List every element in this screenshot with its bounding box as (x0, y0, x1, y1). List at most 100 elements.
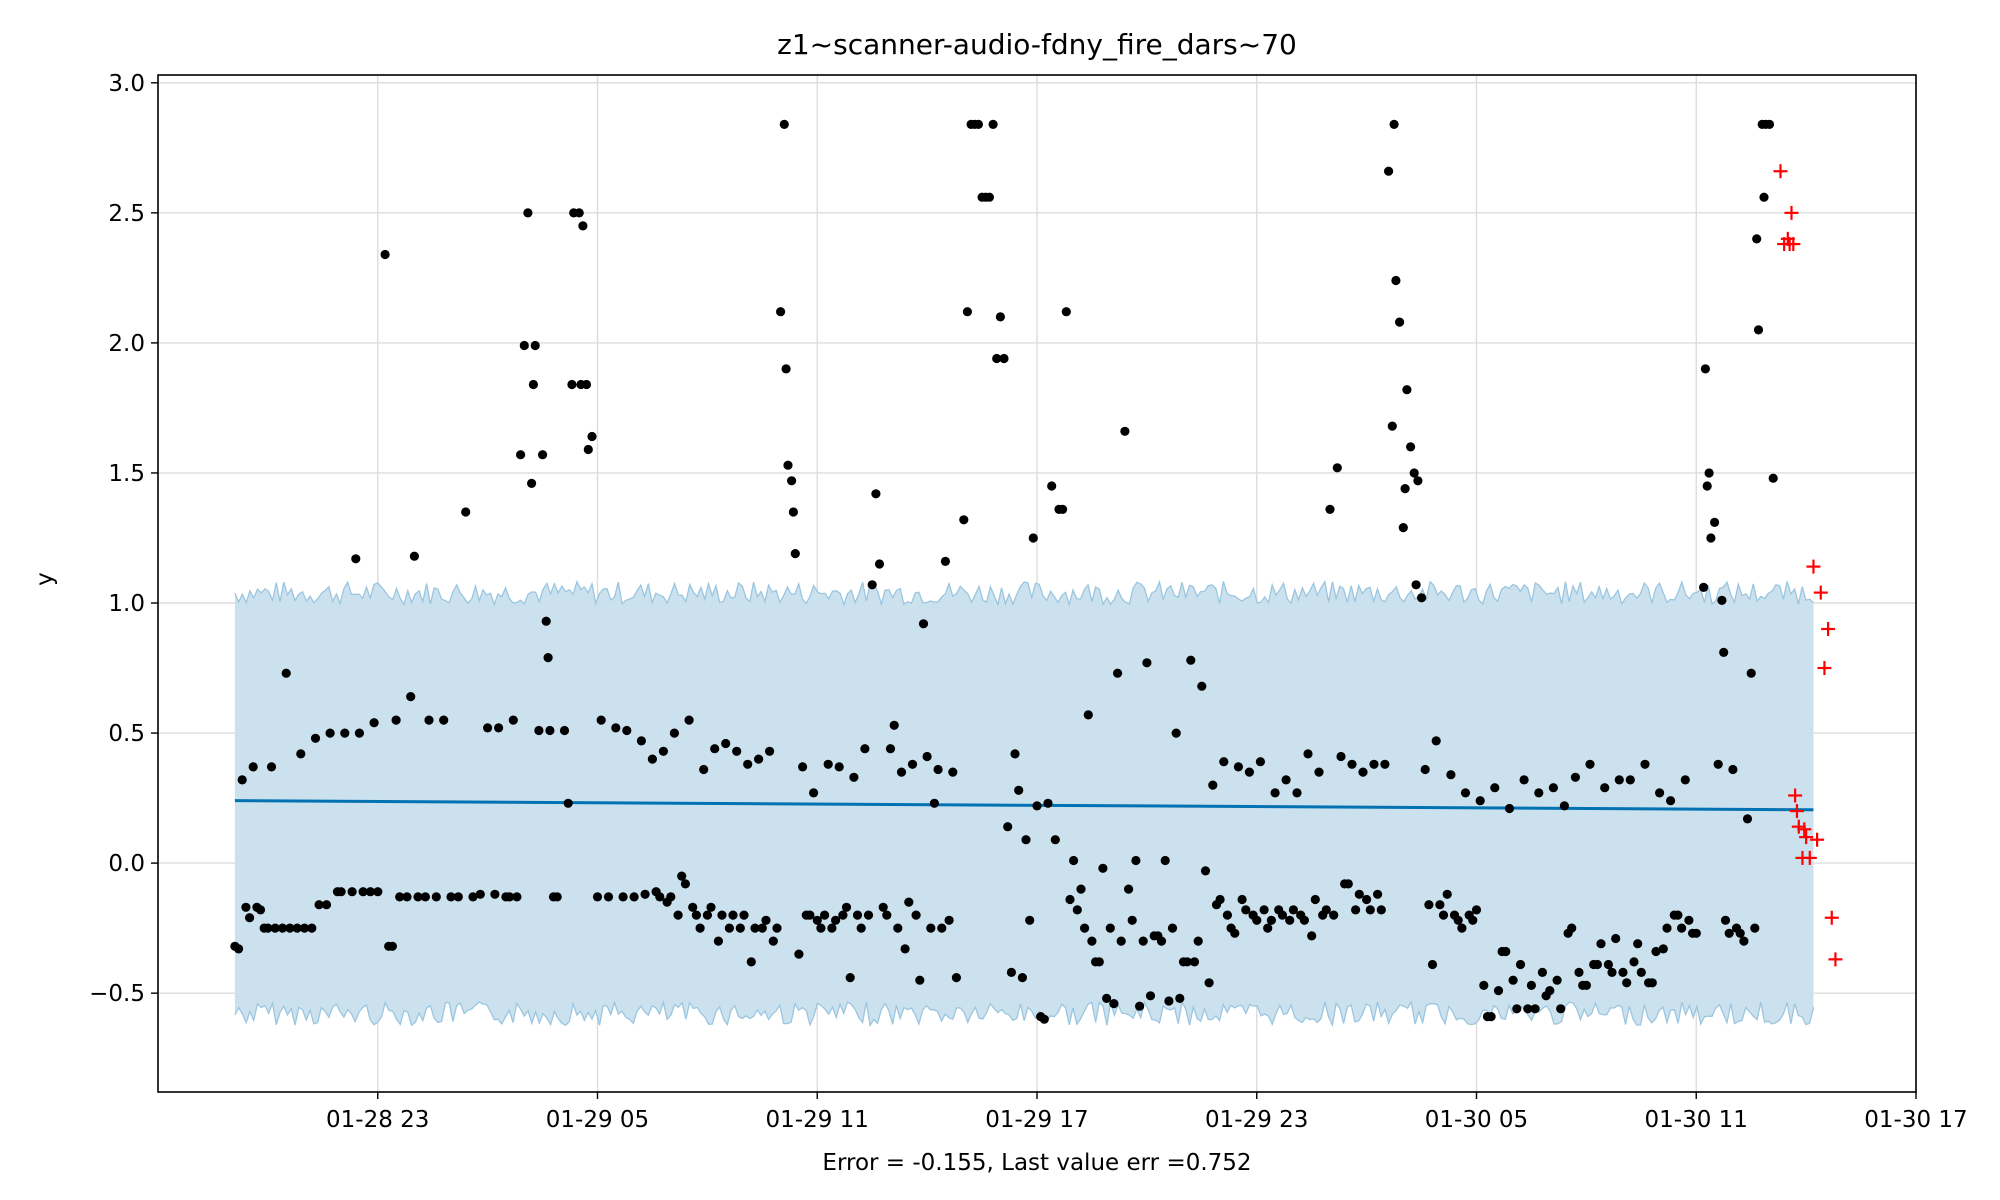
observed-point (1076, 884, 1086, 894)
observed-point (781, 364, 791, 374)
observed-point (911, 910, 921, 920)
chart-title: z1~scanner-audio-fdny_fire_dars~70 (777, 28, 1297, 61)
observed-point (1700, 364, 1710, 374)
x-tick-label: 01-30 11 (1645, 1107, 1748, 1133)
observed-point (724, 923, 735, 933)
observed-point (1362, 894, 1372, 905)
observed-point (461, 507, 471, 517)
observed-point (732, 746, 742, 756)
observed-point (622, 725, 632, 736)
observed-point (838, 910, 848, 920)
observed-point (581, 379, 592, 390)
observed-point (559, 725, 570, 736)
actual-future-marker (1788, 788, 1803, 803)
observed-point (1431, 736, 1441, 746)
observed-point (995, 312, 1006, 322)
observed-point (1759, 192, 1769, 202)
observed-point (1351, 905, 1361, 915)
observed-point (922, 751, 932, 762)
observed-point (1259, 905, 1269, 915)
observed-point (1025, 915, 1035, 925)
observed-point (541, 616, 551, 626)
observed-point (1596, 939, 1606, 949)
observed-point (845, 973, 855, 983)
observed-point (1142, 658, 1152, 668)
observed-point (878, 902, 888, 912)
observed-point (992, 353, 1002, 364)
observed-point (1039, 1014, 1049, 1024)
observed-point (1548, 783, 1558, 793)
observed-point (1636, 967, 1646, 978)
observed-point (834, 762, 844, 772)
observed-point (1567, 923, 1577, 933)
observed-point (1325, 504, 1335, 514)
observed-point (1453, 915, 1463, 925)
observed-point (1373, 889, 1383, 899)
actual-future-marker (1828, 952, 1843, 967)
actual-future-marker (1786, 237, 1801, 252)
observed-point (706, 902, 716, 912)
observed-point (776, 307, 786, 317)
observed-point (1145, 991, 1156, 1001)
observed-point (534, 725, 544, 736)
observed-point (1442, 889, 1452, 899)
observed-point (849, 772, 859, 782)
observed-point (794, 949, 804, 959)
observed-point (1380, 759, 1390, 769)
observed-point (999, 353, 1009, 364)
observed-point (666, 892, 676, 902)
observed-point (1072, 905, 1082, 915)
observed-point (1618, 967, 1628, 978)
observed-point (695, 923, 705, 933)
observed-point (841, 902, 852, 912)
observed-point (431, 892, 441, 902)
observed-point (439, 715, 449, 725)
observed-point (1358, 767, 1368, 777)
observed-point (1460, 788, 1471, 798)
observed-point (618, 892, 628, 902)
observed-point (1581, 980, 1591, 991)
observed-point (583, 444, 593, 455)
observed-point (1574, 967, 1584, 978)
observed-point (1303, 749, 1313, 759)
observed-point (937, 923, 947, 933)
actual-future-marker (1784, 205, 1799, 220)
observed-point (292, 923, 302, 933)
x-tick-label: 01-29 23 (1205, 1107, 1308, 1133)
observed-point (1519, 775, 1529, 785)
observed-point (373, 887, 383, 897)
x-tick-label: 01-28 23 (326, 1107, 429, 1133)
observed-point (951, 973, 962, 983)
observed-point (1061, 307, 1071, 317)
observed-point (494, 723, 504, 733)
observed-point (1720, 915, 1731, 925)
observed-point (1406, 442, 1416, 452)
observed-point (1647, 978, 1657, 988)
observed-points (230, 119, 1778, 1024)
observed-point (1413, 476, 1423, 486)
observed-point (684, 715, 694, 725)
observed-point (1200, 866, 1211, 876)
observed-point (728, 910, 738, 920)
y-tick-label: 2.0 (108, 331, 145, 357)
observed-point (512, 892, 522, 902)
observed-point (1457, 923, 1467, 933)
x-axis-label: Error = -0.155, Last value err =0.752 (822, 1150, 1251, 1176)
observed-point (812, 915, 822, 925)
observed-point (1307, 931, 1317, 941)
observed-point (1611, 933, 1621, 944)
observed-point (1411, 580, 1421, 590)
observed-point (519, 340, 529, 351)
observed-point (1719, 647, 1729, 658)
observed-point (1486, 1012, 1496, 1022)
observed-point (1717, 595, 1727, 606)
observed-point (1603, 959, 1613, 970)
observed-point (1493, 986, 1504, 996)
observed-point (592, 892, 603, 902)
observed-point (409, 551, 419, 561)
observed-point (1120, 426, 1130, 436)
observed-point (926, 923, 936, 933)
observed-point (1270, 788, 1280, 798)
observed-point (1501, 946, 1511, 957)
observed-point (904, 897, 914, 907)
